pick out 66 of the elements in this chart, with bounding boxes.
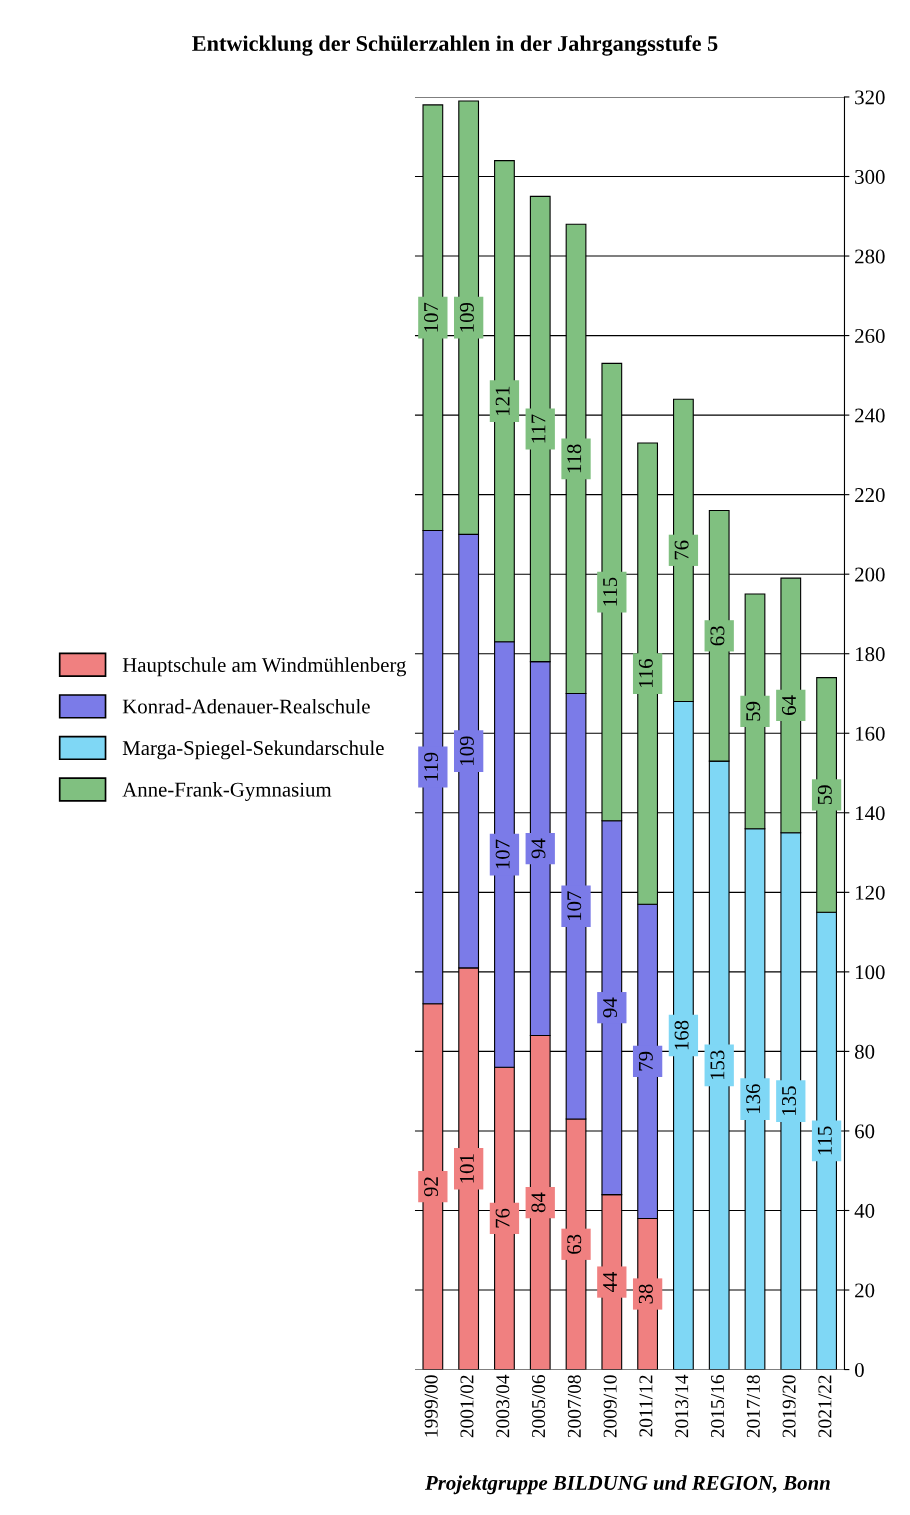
data-label: 109 <box>459 736 474 765</box>
y-tick-label: 140 <box>856 806 885 821</box>
y-tick-label: 80 <box>855 1044 875 1059</box>
y-tick-label: 0 <box>855 1362 864 1377</box>
y-tick-label: 120 <box>856 885 885 900</box>
legend-label: Marga-Spiegel-Sekundarschule <box>122 740 384 760</box>
data-label: 119 <box>424 752 439 781</box>
x-tick-label: 2009/10 <box>603 1375 617 1438</box>
legend-label: Konrad-Adenauer-Realschule <box>122 698 370 714</box>
x-tick-label: 2011/12 <box>639 1375 653 1437</box>
legend-label: Anne-Frank-Gymnasium <box>122 782 332 801</box>
x-tick-label: 2001/02 <box>460 1375 474 1438</box>
y-tick-label: 260 <box>855 328 885 344</box>
x-tick-label: 2015/16 <box>710 1375 725 1438</box>
data-label: 84 <box>531 1192 546 1213</box>
data-label: 109 <box>459 302 474 332</box>
y-tick-label: 20 <box>855 1283 875 1298</box>
y-tick-label: 160 <box>856 726 885 741</box>
data-label: 94 <box>603 997 618 1018</box>
data-label: 44 <box>603 1271 617 1293</box>
data-label: 38 <box>638 1284 653 1304</box>
data-label: 76 <box>674 540 689 560</box>
data-label: 94 <box>531 838 546 859</box>
data-label: 116 <box>638 658 653 688</box>
y-tick-label: 60 <box>855 1124 875 1139</box>
legend-label: Hauptschule am Windmühlenberg <box>122 657 407 677</box>
data-label: 135 <box>782 1086 796 1115</box>
data-label: 153 <box>710 1050 725 1080</box>
x-tick-label: 2021/22 <box>818 1375 832 1438</box>
x-tick-label: 1999/00 <box>424 1375 438 1437</box>
data-label: 121 <box>495 386 510 415</box>
y-tick-label: 320 <box>855 90 885 105</box>
data-label: 136 <box>746 1084 761 1113</box>
data-label: 168 <box>674 1020 689 1050</box>
y-tick-label: 220 <box>855 488 885 503</box>
y-tick-label: 100 <box>856 965 885 980</box>
text: Projektgruppe BILDUNG und REGION, Bonn <box>425 1475 830 1495</box>
chart-title: Entwicklung der Schülerzahlen in der Jahrgangsstufe 5 <box>192 35 718 56</box>
data-label: 115 <box>603 577 618 606</box>
x-tick-label: 2013/14 <box>675 1374 689 1438</box>
y-tick-label: 180 <box>856 647 885 662</box>
data-label: 63 <box>710 626 725 646</box>
data-label: 63 <box>567 1234 582 1254</box>
data-label: 76 <box>495 1208 510 1228</box>
data-label: 117 <box>531 414 546 443</box>
data-label: 118 <box>567 444 582 473</box>
data-label: 92 <box>424 1177 439 1197</box>
data-label: 79 <box>638 1051 653 1071</box>
data-label: 64 <box>782 695 796 715</box>
x-tick-label: 2007/08 <box>567 1375 581 1438</box>
x-tick-label: 2003/04 <box>496 1374 510 1438</box>
y-tick-label: 240 <box>855 408 885 423</box>
data-label: 115 <box>817 1126 832 1155</box>
y-tick-label: 40 <box>854 1203 875 1218</box>
y-tick-label: 200 <box>855 567 885 582</box>
y-tick-label: 280 <box>855 249 885 264</box>
x-tick-label: 2019/20 <box>782 1375 796 1438</box>
data-label: 101 <box>459 1154 474 1183</box>
data-label: 107 <box>495 839 510 869</box>
data-label: 59 <box>817 785 832 805</box>
data-label: 107 <box>567 891 582 921</box>
data-label: 59 <box>746 701 761 721</box>
data-label: 107 <box>424 302 439 332</box>
y-tick-label: 300 <box>855 169 885 184</box>
x-tick-label: 2005/06 <box>531 1375 546 1438</box>
x-tick-label: 2017/18 <box>746 1375 760 1438</box>
